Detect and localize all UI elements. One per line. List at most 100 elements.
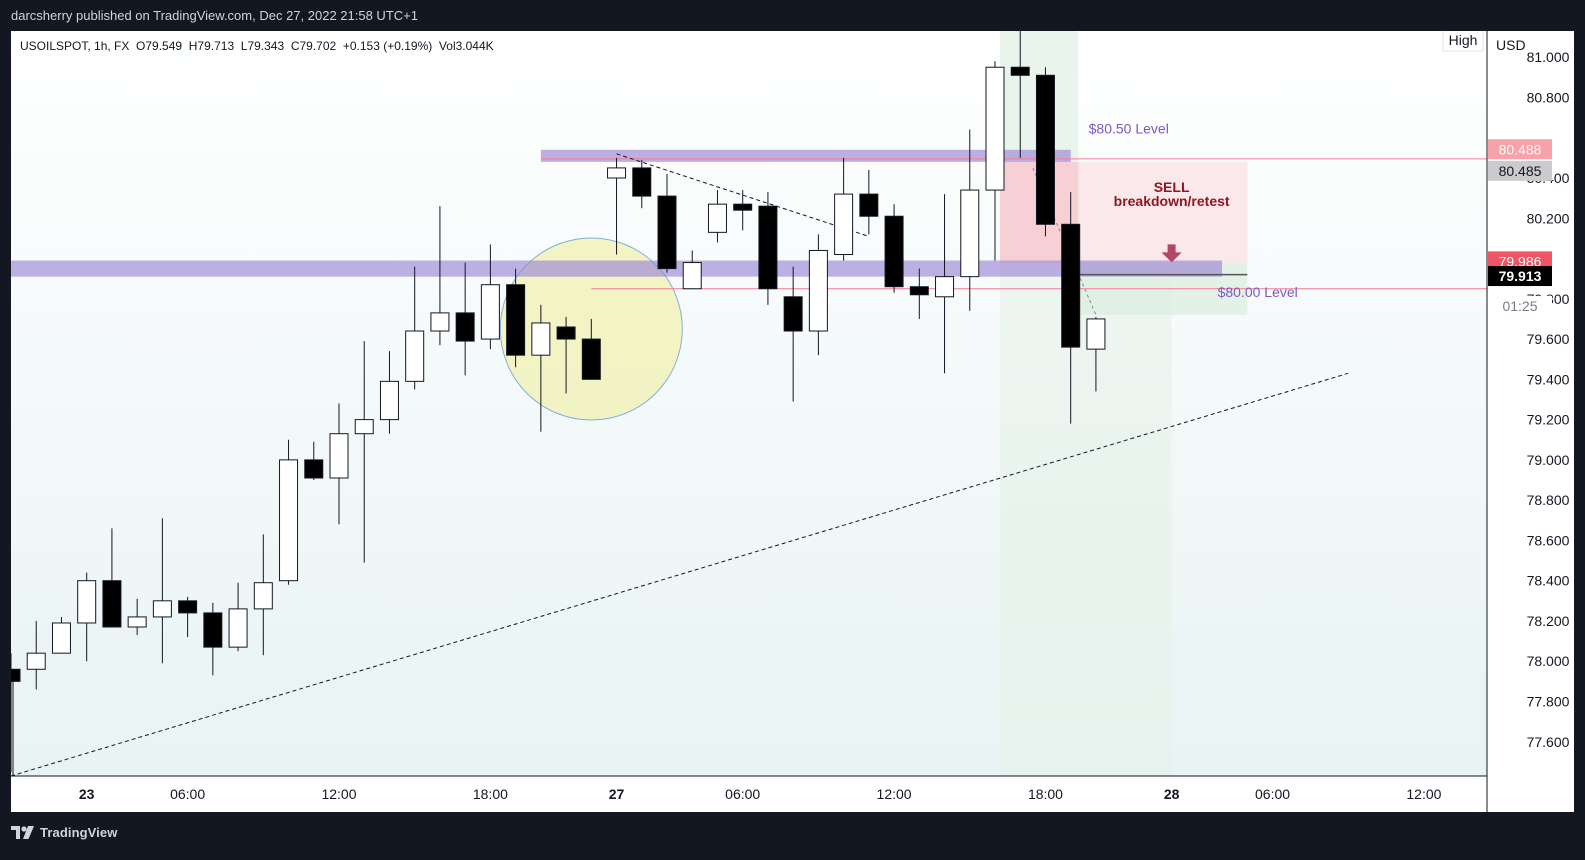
candle-body-down (556, 326, 576, 340)
bar-countdown: 01:25 (1502, 298, 1537, 314)
candle-body-up (228, 608, 248, 648)
sell-arrow-icon (1161, 244, 1182, 263)
candle[interactable] (531, 304, 551, 432)
candle[interactable] (834, 157, 854, 261)
symbol-legend: USOILSPOT, 1h, FX O79.549 H79.713 L79.34… (20, 39, 494, 53)
position-target-zone (1000, 262, 1172, 776)
candle[interactable] (51, 616, 71, 654)
candle[interactable] (480, 244, 500, 350)
price-axis-label: 79.000 (1527, 452, 1570, 468)
tradingview-logo[interactable]: TradingView (11, 825, 117, 840)
candle[interactable] (657, 173, 677, 273)
candle[interactable] (26, 620, 46, 690)
price-axis-label: 78.200 (1527, 613, 1570, 629)
candle[interactable] (556, 316, 576, 394)
footer: TradingView (0, 812, 1585, 860)
time-axis-label: 06:00 (170, 786, 205, 802)
candle[interactable] (405, 266, 425, 390)
candle[interactable] (329, 403, 349, 525)
candle[interactable] (1010, 26, 1030, 158)
candle[interactable] (935, 194, 955, 374)
candle-body-up (1086, 318, 1106, 350)
chart-panel[interactable]: $80.50 Level $80.00 Level SELL breakdown/re… (1, 26, 1574, 812)
candle[interactable] (178, 596, 198, 638)
candle[interactable] (203, 602, 223, 676)
candle[interactable] (1086, 316, 1106, 392)
candle[interactable] (152, 518, 172, 664)
candle[interactable] (985, 61, 1005, 261)
candle[interactable] (607, 157, 627, 255)
candle[interactable] (581, 318, 601, 380)
candle[interactable] (960, 129, 980, 311)
candle[interactable] (102, 528, 122, 628)
candle[interactable] (859, 169, 879, 235)
candle-body-down (203, 612, 223, 648)
candle[interactable] (279, 439, 299, 585)
candle[interactable] (253, 534, 273, 656)
candle-body-down (1035, 74, 1055, 225)
candle-body-down (884, 215, 904, 288)
high-tag: High (1449, 32, 1478, 48)
candle[interactable] (1061, 192, 1081, 424)
tradingview-logo-icon (11, 826, 34, 839)
candle[interactable] (632, 159, 652, 209)
candle-body-up (253, 582, 273, 610)
time-axis-label: 12:00 (321, 786, 356, 802)
candle-body-down (1010, 66, 1030, 76)
candle-body-up (405, 330, 425, 382)
candle[interactable] (733, 190, 753, 231)
candle[interactable] (1035, 67, 1055, 237)
candle-body-up (935, 276, 955, 298)
ascending-trendline[interactable] (10, 372, 1349, 777)
price-axis-label: 77.600 (1527, 734, 1570, 750)
candle-body-down (581, 338, 601, 380)
countdown-box (1488, 296, 1552, 317)
candle[interactable] (783, 266, 803, 402)
price-tag: 79.913 (1488, 266, 1552, 287)
candle-body-up (77, 580, 97, 624)
candle[interactable] (884, 204, 904, 293)
candle[interactable] (758, 192, 778, 305)
candle[interactable] (304, 441, 324, 481)
price-axis-label: 81.000 (1527, 49, 1570, 65)
price-axis-label: 78.800 (1527, 492, 1570, 508)
price-tag-label: 80.485 (1499, 163, 1542, 179)
candle[interactable] (455, 262, 475, 376)
candle-body-up (682, 262, 702, 290)
price-axis-label: 78.000 (1527, 653, 1570, 669)
candle[interactable] (808, 234, 828, 356)
time-axis-label: 23 (79, 786, 95, 802)
candle-body-down (909, 286, 929, 296)
price-axis-label: 78.600 (1527, 532, 1570, 548)
candle-body-up (127, 616, 147, 628)
candle-body-down (632, 167, 652, 197)
candle[interactable] (506, 268, 526, 368)
candle-body-up (808, 249, 828, 332)
price-tag-box (1488, 160, 1552, 181)
candle[interactable] (682, 250, 702, 290)
candle[interactable] (909, 268, 929, 319)
plot-background (11, 31, 1487, 776)
sell-label: SELL (1154, 179, 1190, 195)
candle[interactable] (77, 572, 97, 662)
candle[interactable] (354, 341, 374, 563)
candle-body-up (480, 284, 500, 340)
time-axis-label: 06:00 (1255, 786, 1290, 802)
candle-body-down (1, 668, 21, 682)
time-axis-label: 28 (1164, 786, 1180, 802)
price-axis-label: 80.800 (1527, 89, 1570, 105)
currency-label: USD (1496, 37, 1526, 53)
candle-body-up (960, 189, 980, 278)
candle-body-up (329, 433, 349, 479)
candle[interactable] (379, 351, 399, 434)
candle[interactable] (228, 582, 248, 652)
zone-80-00[interactable] (11, 260, 1223, 277)
price-chart[interactable]: $80.50 Level $80.00 Level SELLbreakdown/re… (1, 26, 1574, 812)
sell-sublabel: breakdown/retest (1114, 193, 1230, 209)
candle-body-up (379, 380, 399, 421)
price-tag-label: 80.488 (1499, 141, 1542, 157)
descending-trendline[interactable] (616, 153, 870, 237)
candle[interactable] (127, 598, 147, 636)
candle[interactable] (707, 190, 727, 243)
candle[interactable] (430, 206, 450, 346)
